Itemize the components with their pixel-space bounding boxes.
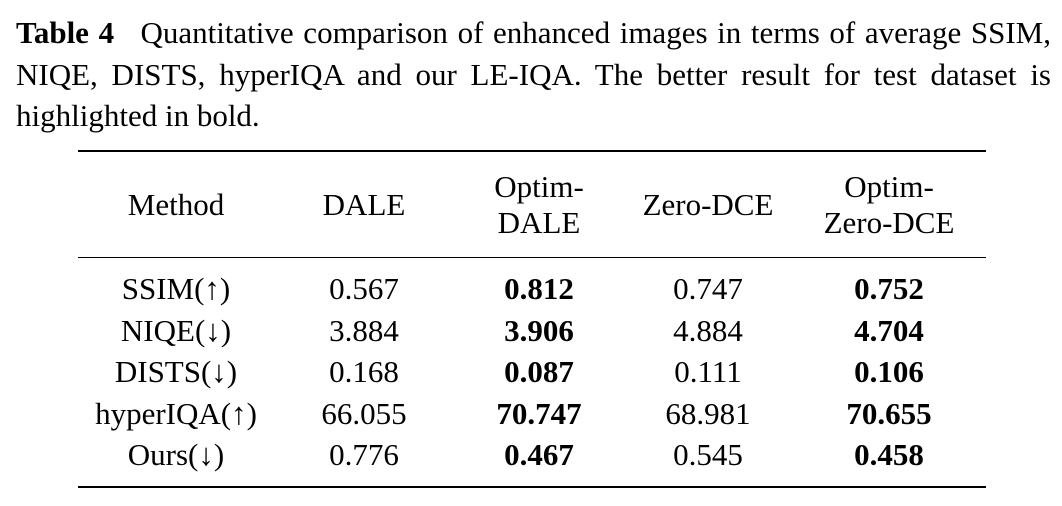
table-row: SSIM(↑) 0.567 0.812 0.747 0.752 bbox=[78, 258, 986, 310]
metric-cell: SSIM(↑) bbox=[121, 271, 231, 306]
table-row: DISTS(↓) 0.168 0.087 0.111 0.106 bbox=[78, 351, 986, 393]
metric-cell: NIQE(↓) bbox=[120, 312, 232, 348]
zero-dce-cell: 0.111 bbox=[674, 354, 742, 389]
zero-dce-cell: 0.747 bbox=[673, 271, 743, 306]
table-label: Table 4 bbox=[16, 15, 115, 50]
optim-dale-cell: 70.747 bbox=[496, 395, 582, 431]
table-row: NIQE(↓) 3.884 3.906 4.884 4.704 bbox=[78, 310, 986, 352]
optim-zero-dce-cell: 70.655 bbox=[846, 395, 932, 431]
dale-cell: 0.168 bbox=[329, 354, 399, 389]
dale-cell: 0.567 bbox=[329, 271, 399, 306]
header-method: Method bbox=[127, 186, 225, 222]
optim-dale-cell: 3.906 bbox=[504, 312, 574, 348]
metric-cell: DISTS(↓) bbox=[114, 354, 238, 389]
metric-cell: hyperIQA(↑) bbox=[95, 395, 257, 431]
optim-zero-dce-cell: 0.752 bbox=[854, 271, 924, 306]
optim-zero-dce-cell: 0.458 bbox=[854, 437, 924, 472]
dale-cell: 0.776 bbox=[329, 437, 399, 472]
optim-zero-dce-cell: 4.704 bbox=[854, 312, 924, 348]
optim-dale-cell: 0.812 bbox=[504, 271, 574, 306]
zero-dce-cell: 0.545 bbox=[673, 437, 743, 472]
header-optim-zero-dce-line1: Optim- bbox=[844, 168, 934, 204]
table-caption: Table 4 Quantitative comparison of enhanc… bbox=[16, 12, 1051, 137]
header-optim-zero-dce-line2: Zero-DCE bbox=[823, 204, 955, 240]
header-optim-dale: Optim- DALE bbox=[454, 151, 624, 258]
table-row: hyperIQA(↑) 66.055 70.747 68.981 70.655 bbox=[78, 393, 986, 435]
caption-text: Quantitative comparison of enhanced imag… bbox=[16, 15, 1051, 133]
dale-cell: 3.884 bbox=[329, 312, 399, 348]
dale-cell: 66.055 bbox=[321, 395, 407, 431]
zero-dce-cell: 4.884 bbox=[673, 312, 743, 348]
optim-dale-cell: 0.087 bbox=[504, 354, 574, 389]
table-body: SSIM(↑) 0.567 0.812 0.747 0.752 NIQE(↓) … bbox=[78, 258, 986, 487]
table-header: Method DALE Optim- DALE Zero-DCE Optim- … bbox=[78, 151, 986, 258]
optim-dale-cell: 0.467 bbox=[504, 437, 574, 472]
header-optim-zero-dce: Optim- Zero-DCE bbox=[792, 151, 986, 258]
header-dale: DALE bbox=[322, 186, 406, 222]
header-row: Method DALE Optim- DALE Zero-DCE Optim- … bbox=[78, 151, 986, 258]
optim-zero-dce-cell: 0.106 bbox=[854, 354, 924, 389]
header-optim-dale-line1: Optim- bbox=[494, 168, 584, 204]
zero-dce-cell: 68.981 bbox=[665, 395, 751, 431]
results-table: Method DALE Optim- DALE Zero-DCE Optim- … bbox=[78, 150, 986, 488]
header-optim-dale-line2: DALE bbox=[497, 204, 581, 240]
header-zero-dce: Zero-DCE bbox=[642, 186, 774, 222]
results-table-container: Method DALE Optim- DALE Zero-DCE Optim- … bbox=[78, 150, 986, 488]
metric-cell: Ours(↓) bbox=[127, 437, 225, 472]
table-row: Ours(↓) 0.776 0.467 0.545 0.458 bbox=[78, 434, 986, 487]
